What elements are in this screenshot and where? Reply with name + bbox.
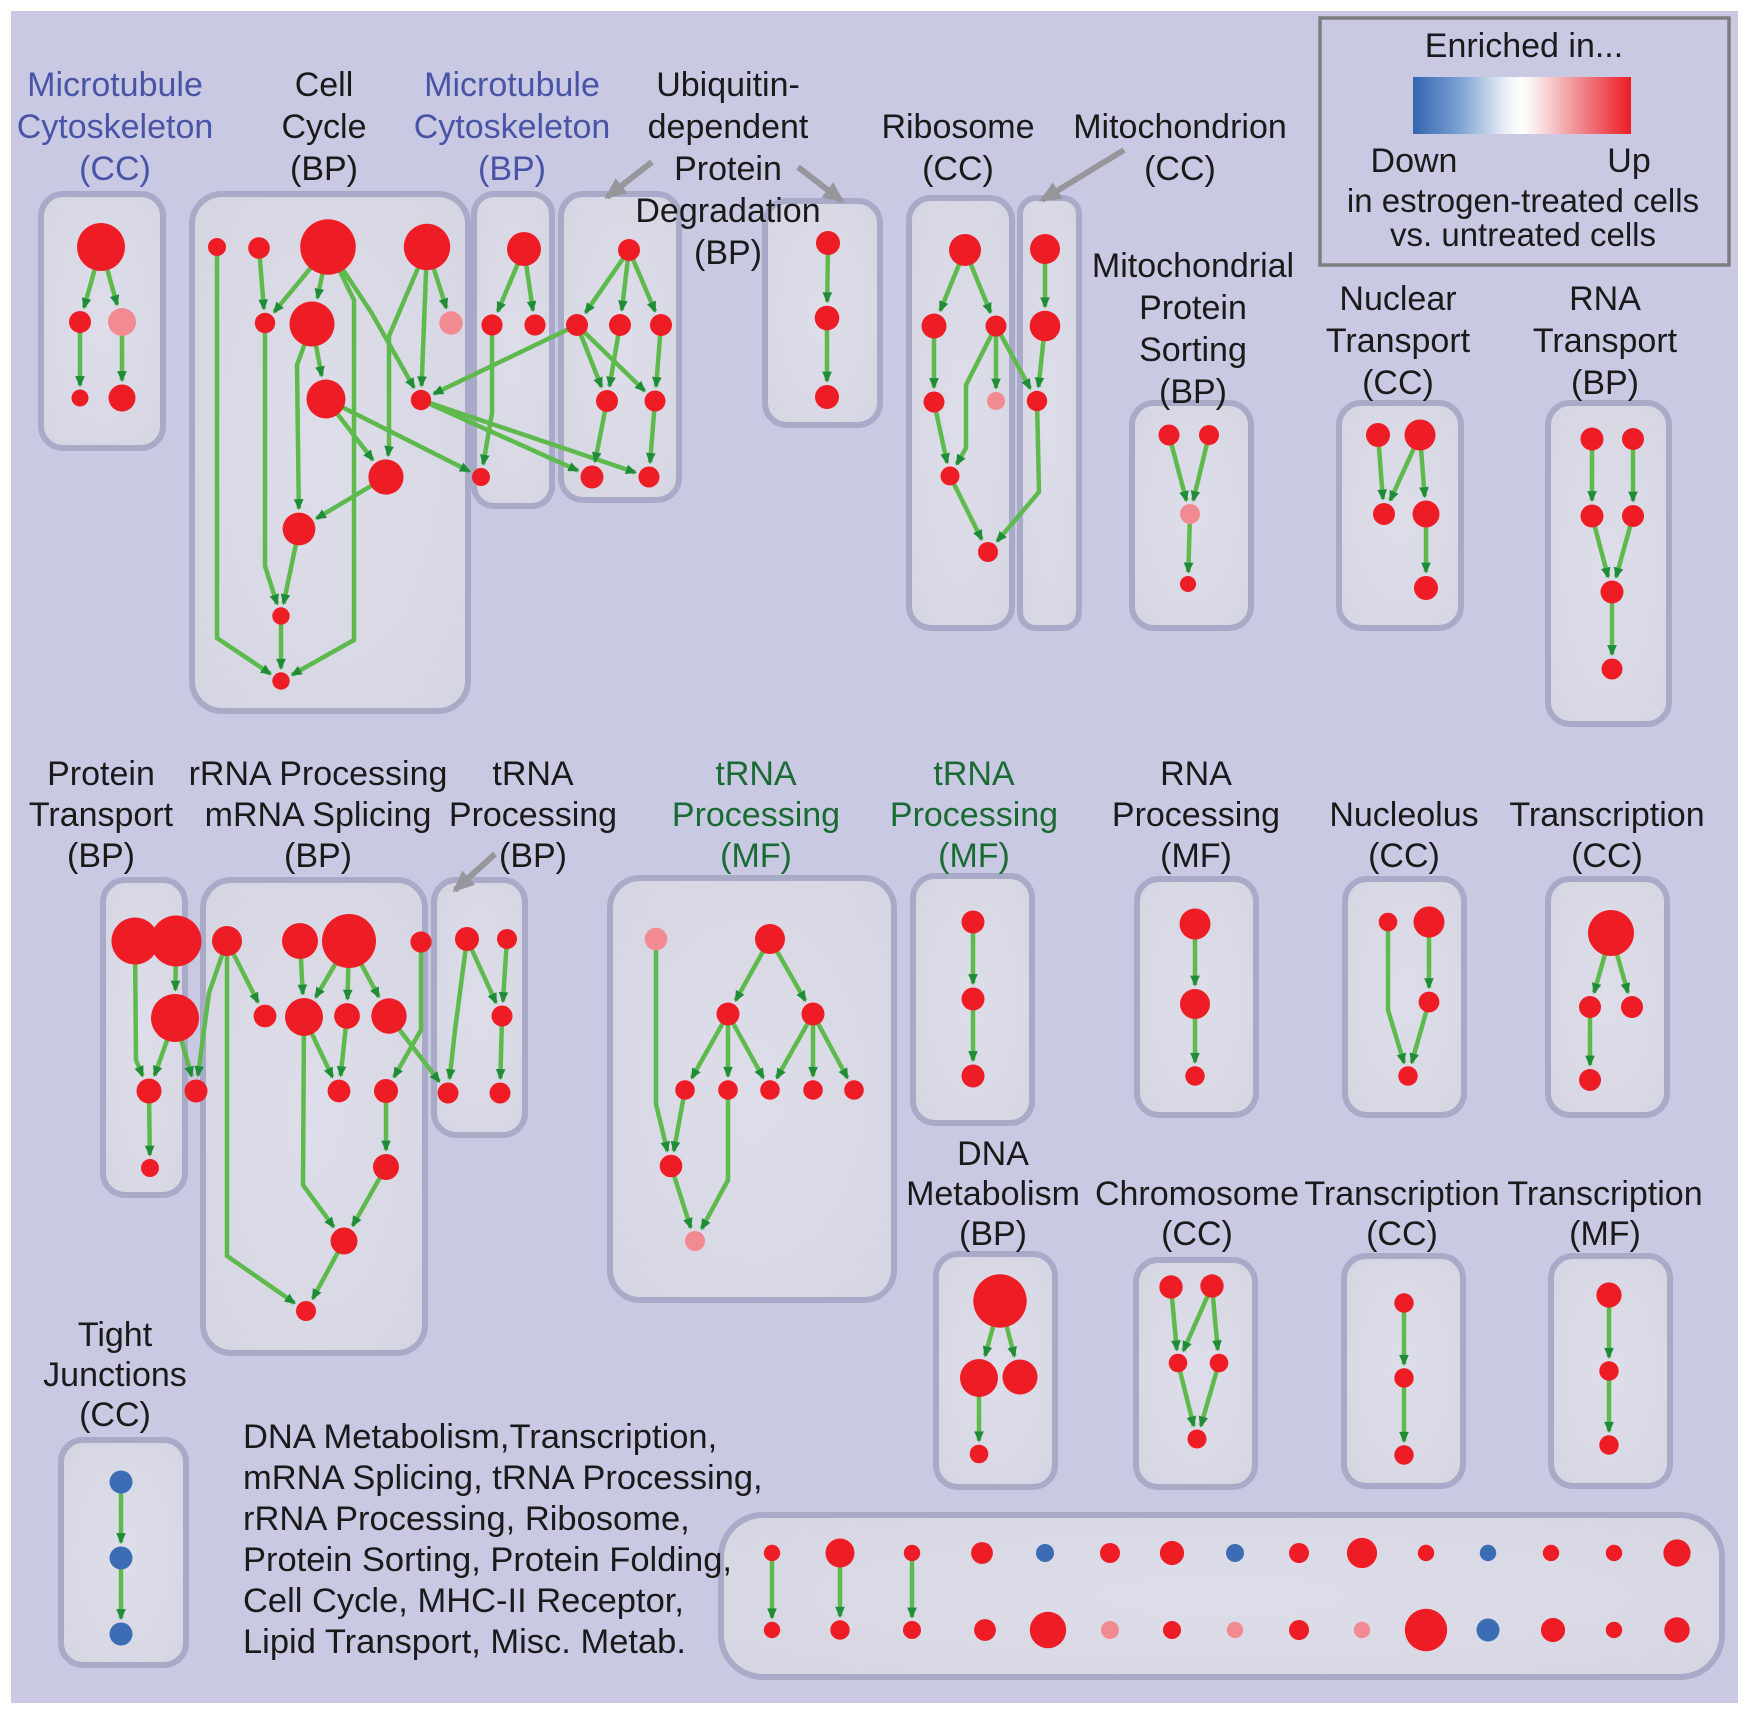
- svg-text:Transport: Transport: [1533, 322, 1678, 360]
- svg-text:dependent: dependent: [648, 108, 809, 146]
- svg-text:DNA Metabolism,Transcription,: DNA Metabolism,Transcription,: [243, 1418, 717, 1456]
- svg-text:Protein: Protein: [47, 755, 155, 793]
- svg-text:(CC): (CC): [1144, 150, 1216, 188]
- svg-text:Transcription: Transcription: [1507, 1175, 1702, 1213]
- svg-text:(CC): (CC): [1366, 1215, 1438, 1253]
- svg-text:rRNA Processing, Ribosome,: rRNA Processing, Ribosome,: [243, 1500, 690, 1538]
- svg-text:(MF): (MF): [720, 837, 792, 875]
- svg-text:Transport: Transport: [1326, 322, 1471, 360]
- svg-text:Ubiquitin-: Ubiquitin-: [656, 66, 800, 104]
- svg-text:tRNA: tRNA: [715, 755, 797, 793]
- svg-text:Lipid Transport, Misc. Metab.: Lipid Transport, Misc. Metab.: [243, 1623, 686, 1661]
- svg-text:Nucleolus: Nucleolus: [1329, 796, 1478, 834]
- svg-text:Metabolism: Metabolism: [906, 1175, 1080, 1213]
- svg-text:(BP): (BP): [959, 1215, 1027, 1253]
- svg-text:(CC): (CC): [79, 1396, 151, 1434]
- svg-text:Up: Up: [1607, 142, 1650, 180]
- svg-text:(MF): (MF): [1160, 837, 1232, 875]
- svg-text:Protein: Protein: [1139, 289, 1247, 327]
- svg-text:Microtubule: Microtubule: [424, 66, 600, 104]
- svg-text:RNA: RNA: [1160, 755, 1232, 793]
- svg-text:Transport: Transport: [29, 796, 174, 834]
- svg-text:Mitochondrial: Mitochondrial: [1092, 247, 1294, 285]
- svg-text:mRNA Splicing, tRNA Processing: mRNA Splicing, tRNA Processing,: [243, 1459, 763, 1497]
- svg-text:Transcription: Transcription: [1304, 1175, 1499, 1213]
- svg-text:(CC): (CC): [1362, 364, 1434, 402]
- svg-text:(BP): (BP): [290, 150, 358, 188]
- svg-text:tRNA: tRNA: [933, 755, 1015, 793]
- svg-text:(CC): (CC): [922, 150, 994, 188]
- svg-text:Chromosome: Chromosome: [1095, 1175, 1299, 1213]
- svg-text:(BP): (BP): [478, 150, 546, 188]
- svg-text:(CC): (CC): [1571, 837, 1643, 875]
- svg-text:Ribosome: Ribosome: [881, 108, 1034, 146]
- svg-text:(CC): (CC): [1161, 1215, 1233, 1253]
- svg-text:Degradation: Degradation: [635, 192, 820, 230]
- svg-text:mRNA Splicing: mRNA Splicing: [205, 796, 432, 834]
- svg-text:Cycle: Cycle: [281, 108, 366, 146]
- svg-text:Enriched in...: Enriched in...: [1425, 27, 1623, 65]
- svg-text:(BP): (BP): [499, 837, 567, 875]
- svg-text:(CC): (CC): [79, 150, 151, 188]
- svg-text:Nuclear: Nuclear: [1339, 280, 1456, 318]
- svg-text:Tight: Tight: [78, 1316, 153, 1354]
- svg-text:Protein Sorting, Protein Foldi: Protein Sorting, Protein Folding,: [243, 1541, 732, 1579]
- svg-text:RNA: RNA: [1569, 280, 1641, 318]
- svg-text:(BP): (BP): [694, 234, 762, 272]
- svg-text:(BP): (BP): [67, 837, 135, 875]
- svg-text:in estrogen-treated cells: in estrogen-treated cells: [1347, 182, 1699, 219]
- svg-text:(BP): (BP): [284, 837, 352, 875]
- svg-text:Processing: Processing: [1112, 796, 1280, 834]
- svg-text:Cell Cycle, MHC-II Receptor,: Cell Cycle, MHC-II Receptor,: [243, 1582, 684, 1620]
- svg-text:DNA: DNA: [957, 1135, 1029, 1173]
- svg-text:(MF): (MF): [938, 837, 1010, 875]
- svg-text:tRNA: tRNA: [492, 755, 574, 793]
- svg-text:rRNA Processing: rRNA Processing: [189, 755, 448, 793]
- svg-text:Cytoskeleton: Cytoskeleton: [17, 108, 214, 146]
- svg-text:Junctions: Junctions: [43, 1356, 187, 1394]
- svg-text:Transcription: Transcription: [1509, 796, 1704, 834]
- svg-text:Cytoskeleton: Cytoskeleton: [414, 108, 611, 146]
- svg-text:Mitochondrion: Mitochondrion: [1073, 108, 1287, 146]
- svg-text:Protein: Protein: [674, 150, 782, 188]
- svg-text:Processing: Processing: [890, 796, 1058, 834]
- svg-text:Microtubule: Microtubule: [27, 66, 203, 104]
- svg-text:(MF): (MF): [1569, 1215, 1641, 1253]
- svg-text:Processing: Processing: [672, 796, 840, 834]
- svg-text:vs. untreated cells: vs. untreated cells: [1390, 216, 1656, 253]
- svg-text:(CC): (CC): [1368, 837, 1440, 875]
- svg-text:Processing: Processing: [449, 796, 617, 834]
- svg-text:Cell: Cell: [295, 66, 354, 104]
- svg-text:(BP): (BP): [1571, 364, 1639, 402]
- svg-text:(BP): (BP): [1159, 373, 1227, 411]
- svg-text:Down: Down: [1371, 142, 1458, 180]
- svg-text:Sorting: Sorting: [1139, 331, 1247, 369]
